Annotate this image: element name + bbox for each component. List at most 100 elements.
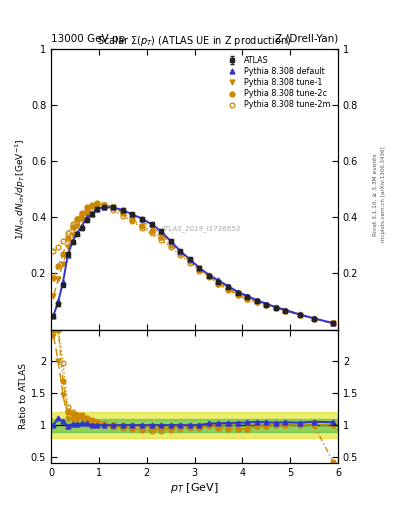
Pythia 8.308 tune-1 bbox=[226, 284, 230, 290]
Pythia 8.308 default bbox=[80, 223, 84, 229]
Pythia 8.308 tune-2c bbox=[51, 274, 56, 281]
Line: Pythia 8.308 tune-1: Pythia 8.308 tune-1 bbox=[51, 202, 336, 326]
Pythia 8.308 default bbox=[264, 301, 269, 307]
Pythia 8.308 tune-2c bbox=[197, 267, 202, 273]
Pythia 8.308 tune-2m bbox=[254, 299, 259, 305]
Pythia 8.308 tune-1 bbox=[245, 294, 250, 300]
Pythia 8.308 tune-2c bbox=[84, 204, 89, 210]
Pythia 8.308 tune-1 bbox=[70, 232, 75, 239]
Pythia 8.308 tune-2c bbox=[80, 210, 84, 216]
Pythia 8.308 tune-1 bbox=[254, 298, 259, 305]
Pythia 8.308 tune-2c bbox=[254, 299, 259, 305]
Pythia 8.308 default bbox=[168, 238, 173, 244]
Pythia 8.308 default bbox=[66, 252, 70, 258]
Pythia 8.308 tune-2c bbox=[120, 210, 125, 216]
Pythia 8.308 default bbox=[298, 311, 302, 317]
Pythia 8.308 default bbox=[159, 228, 163, 234]
Pythia 8.308 default bbox=[178, 248, 183, 254]
Pythia 8.308 tune-2c bbox=[298, 312, 302, 318]
Pythia 8.308 tune-1 bbox=[101, 202, 106, 208]
Pythia 8.308 tune-2c bbox=[130, 217, 135, 223]
Pythia 8.308 default bbox=[187, 257, 192, 263]
Pythia 8.308 default bbox=[89, 211, 94, 218]
Pythia 8.308 default bbox=[56, 298, 61, 305]
Pythia 8.308 default bbox=[216, 278, 221, 284]
Y-axis label: Ratio to ATLAS: Ratio to ATLAS bbox=[19, 364, 28, 430]
Text: Z (Drell-Yan): Z (Drell-Yan) bbox=[275, 33, 338, 44]
Pythia 8.308 tune-2m bbox=[226, 287, 230, 293]
Pythia 8.308 default bbox=[61, 279, 65, 285]
Pythia 8.308 tune-1 bbox=[89, 204, 94, 210]
Pythia 8.308 tune-1 bbox=[187, 257, 192, 263]
Pythia 8.308 tune-2m bbox=[84, 208, 89, 215]
Pythia 8.308 tune-1 bbox=[111, 204, 116, 210]
Pythia 8.308 tune-1 bbox=[84, 210, 89, 216]
Pythia 8.308 tune-2c bbox=[283, 308, 288, 314]
Pythia 8.308 tune-2m bbox=[197, 267, 202, 273]
Pythia 8.308 tune-2c bbox=[111, 204, 116, 210]
Pythia 8.308 default bbox=[140, 216, 144, 222]
Pythia 8.308 tune-2m bbox=[51, 248, 56, 254]
Pythia 8.308 tune-2c bbox=[75, 216, 80, 222]
Pythia 8.308 tune-1 bbox=[140, 218, 144, 224]
Pythia 8.308 tune-2m bbox=[168, 244, 173, 250]
Pythia 8.308 default bbox=[235, 289, 240, 295]
Bar bbox=[51, 419, 338, 432]
Pythia 8.308 tune-2c bbox=[56, 263, 61, 269]
Pythia 8.308 tune-1 bbox=[130, 212, 135, 219]
Pythia 8.308 tune-1 bbox=[61, 261, 65, 267]
Text: Rivet 3.1.10, ≥ 3.3M events: Rivet 3.1.10, ≥ 3.3M events bbox=[373, 153, 378, 236]
Pythia 8.308 default bbox=[245, 293, 250, 299]
Pythia 8.308 tune-2m bbox=[94, 204, 99, 210]
Pythia 8.308 tune-2m bbox=[235, 292, 240, 298]
Line: Pythia 8.308 tune-2m: Pythia 8.308 tune-2m bbox=[51, 205, 336, 326]
Pythia 8.308 tune-1 bbox=[94, 202, 99, 208]
Title: Scalar $\Sigma(p_T)$ (ATLAS UE in Z production): Scalar $\Sigma(p_T)$ (ATLAS UE in Z prod… bbox=[97, 34, 292, 49]
Pythia 8.308 tune-2m bbox=[331, 321, 336, 327]
Text: mcplots.cern.ch [arXiv:1306.3436]: mcplots.cern.ch [arXiv:1306.3436] bbox=[381, 147, 386, 242]
Pythia 8.308 tune-2c bbox=[101, 202, 106, 208]
Pythia 8.308 tune-1 bbox=[159, 231, 163, 237]
Pythia 8.308 tune-2c bbox=[94, 200, 99, 206]
Pythia 8.308 tune-1 bbox=[207, 273, 211, 279]
Pythia 8.308 tune-2c bbox=[207, 273, 211, 279]
Pythia 8.308 default bbox=[120, 207, 125, 214]
Pythia 8.308 tune-1 bbox=[274, 305, 278, 311]
Pythia 8.308 default bbox=[254, 297, 259, 303]
Text: ATLAS_2019_I1736653: ATLAS_2019_I1736653 bbox=[160, 225, 241, 232]
Pythia 8.308 tune-2m bbox=[274, 305, 278, 311]
Pythia 8.308 default bbox=[226, 283, 230, 289]
Pythia 8.308 tune-1 bbox=[197, 265, 202, 271]
Pythia 8.308 tune-2c bbox=[159, 234, 163, 240]
Pythia 8.308 tune-2c bbox=[264, 302, 269, 308]
Pythia 8.308 tune-2m bbox=[120, 212, 125, 219]
Pythia 8.308 tune-1 bbox=[149, 224, 154, 230]
Pythia 8.308 tune-1 bbox=[75, 223, 80, 229]
Pythia 8.308 tune-2c bbox=[178, 250, 183, 256]
Pythia 8.308 tune-1 bbox=[235, 290, 240, 296]
Pythia 8.308 tune-1 bbox=[331, 321, 336, 327]
Pythia 8.308 tune-2c bbox=[312, 316, 316, 322]
Pythia 8.308 tune-2m bbox=[245, 296, 250, 302]
Pythia 8.308 tune-2c bbox=[216, 281, 221, 287]
Pythia 8.308 tune-2c bbox=[66, 235, 70, 241]
Pythia 8.308 tune-2c bbox=[61, 251, 65, 257]
Pythia 8.308 tune-1 bbox=[216, 279, 221, 285]
Pythia 8.308 tune-2c bbox=[89, 202, 94, 208]
Pythia 8.308 default bbox=[283, 307, 288, 313]
Pythia 8.308 tune-2m bbox=[149, 230, 154, 237]
Pythia 8.308 tune-2c bbox=[187, 258, 192, 264]
Pythia 8.308 tune-2m bbox=[312, 316, 316, 322]
Pythia 8.308 tune-2m bbox=[75, 216, 80, 222]
Pythia 8.308 tune-1 bbox=[168, 240, 173, 246]
Pythia 8.308 tune-1 bbox=[283, 308, 288, 314]
Pythia 8.308 tune-2c bbox=[245, 296, 250, 302]
Pythia 8.308 tune-1 bbox=[51, 293, 56, 299]
Pythia 8.308 tune-2c bbox=[168, 242, 173, 248]
Pythia 8.308 default bbox=[130, 211, 135, 218]
Pythia 8.308 default bbox=[51, 312, 56, 318]
Pythia 8.308 tune-2m bbox=[56, 244, 61, 250]
Pythia 8.308 tune-2m bbox=[178, 252, 183, 258]
Text: 13000 GeV pp: 13000 GeV pp bbox=[51, 33, 125, 44]
Pythia 8.308 default bbox=[207, 272, 211, 278]
